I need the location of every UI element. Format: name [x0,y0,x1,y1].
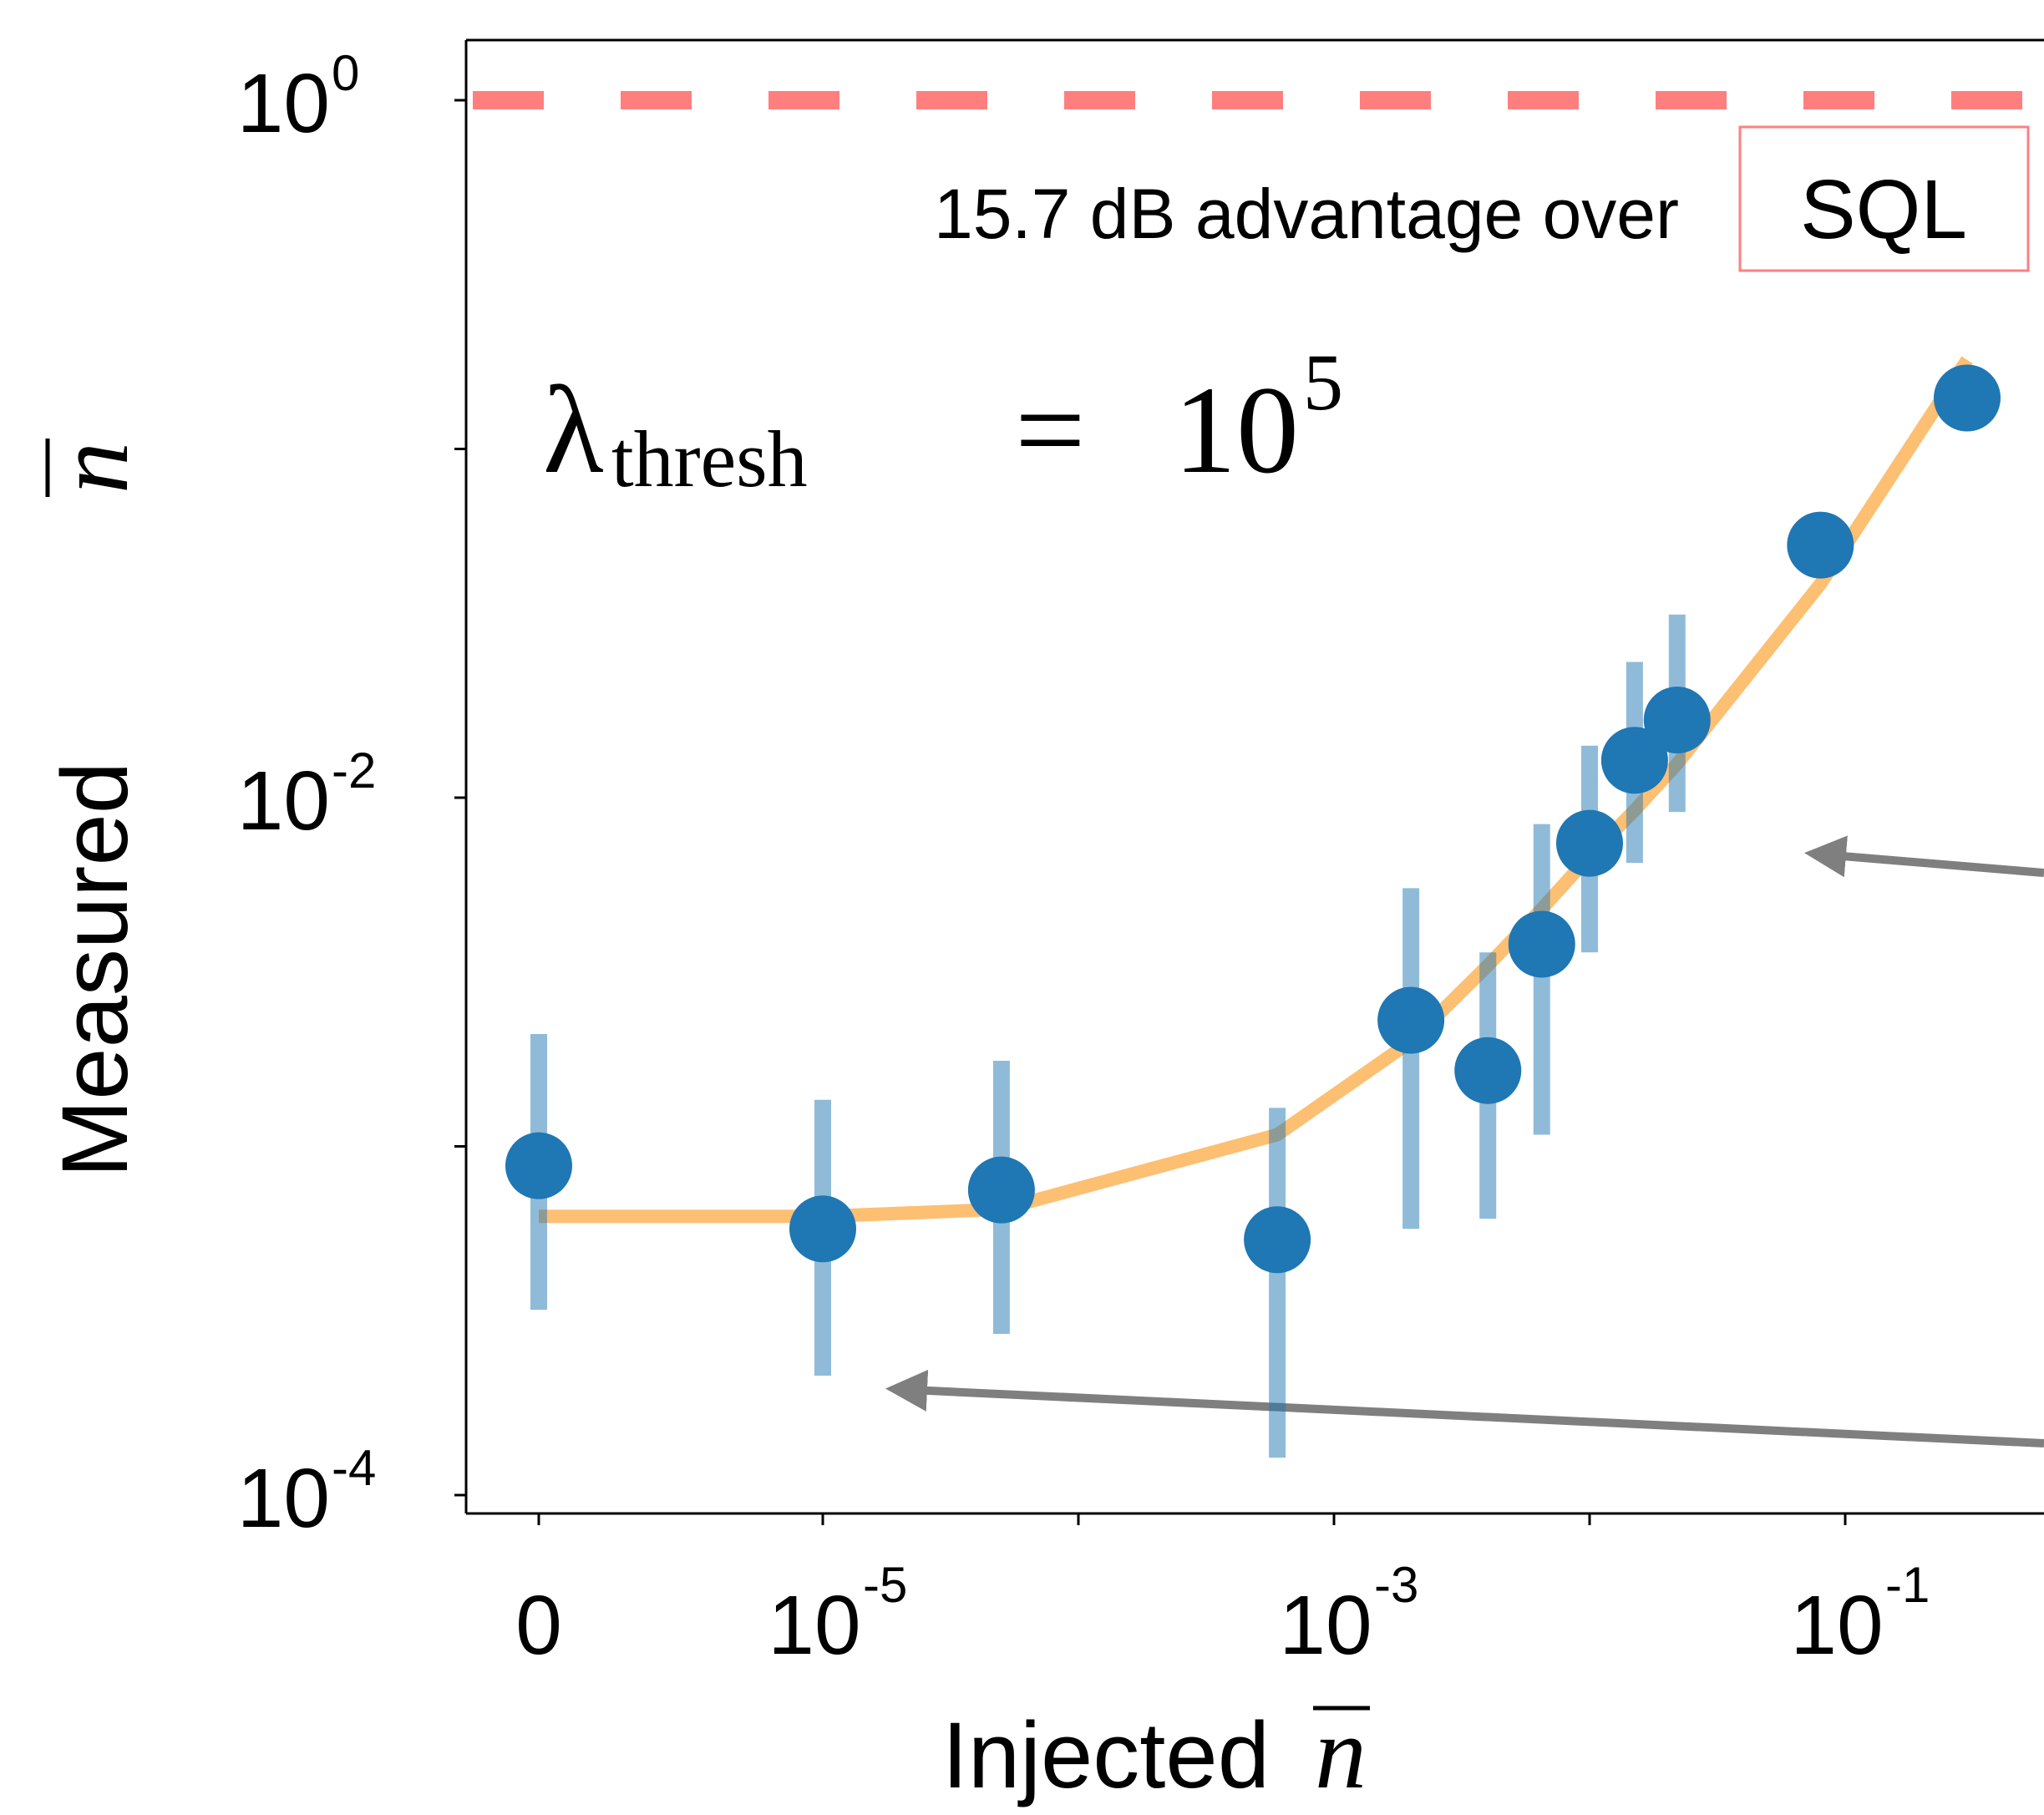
x-tick-label: 0 [515,1579,562,1672]
y-tick-label: 10 [237,754,330,848]
arrow-lower [885,1369,2044,1447]
data-point [1600,727,1668,794]
data-point [1377,986,1445,1054]
y-tick-exponent: 0 [332,45,359,101]
y-tick-exponent: -4 [332,1440,376,1496]
y-axis-symbol: n [35,442,150,494]
data-point [967,1156,1035,1224]
parameter-subscript: thresh [611,414,808,504]
y-axis-label-group: Measured n [35,439,150,1178]
chart-marks [473,91,2044,1458]
data-point [505,1132,572,1199]
y-tick-label: 10 [237,57,330,150]
data-point [1244,1206,1311,1274]
data-point [789,1195,856,1263]
x-tick-label: 10 [768,1579,860,1672]
data-point [1643,687,1711,754]
y-axis-label: Measured [43,762,147,1178]
arrow-upper [1804,835,2044,878]
advantage-annotation: 15.7 dB advantage over [934,175,1679,253]
data-point [1787,511,1854,579]
sql-label: SQL [1800,163,1967,256]
data-point [1556,809,1623,877]
x-tick-label: 10 [1790,1579,1883,1672]
plot-area [454,38,2044,1525]
y-tick-label: 10 [237,1452,330,1545]
sql-label-box [1738,125,2030,272]
parameter-base: 10 [1174,361,1299,499]
data-point [1933,364,2001,432]
x-tick-exponent: -3 [1374,1557,1418,1613]
x-axis-symbol: n [1315,1696,1367,1810]
data-point [1508,910,1575,978]
x-tick-label: 10 [1279,1579,1372,1672]
parameter-exponent: 5 [1303,337,1343,427]
parameter-symbol: λ [543,361,604,499]
parameter-relation: = [1015,361,1086,499]
y-tick-exponent: -2 [332,743,376,798]
x-axis-label: Injected [942,1703,1270,1807]
data-point [1454,1037,1522,1104]
x-tick-exponent: -1 [1885,1557,1930,1613]
x-tick-exponent: -5 [863,1557,907,1613]
